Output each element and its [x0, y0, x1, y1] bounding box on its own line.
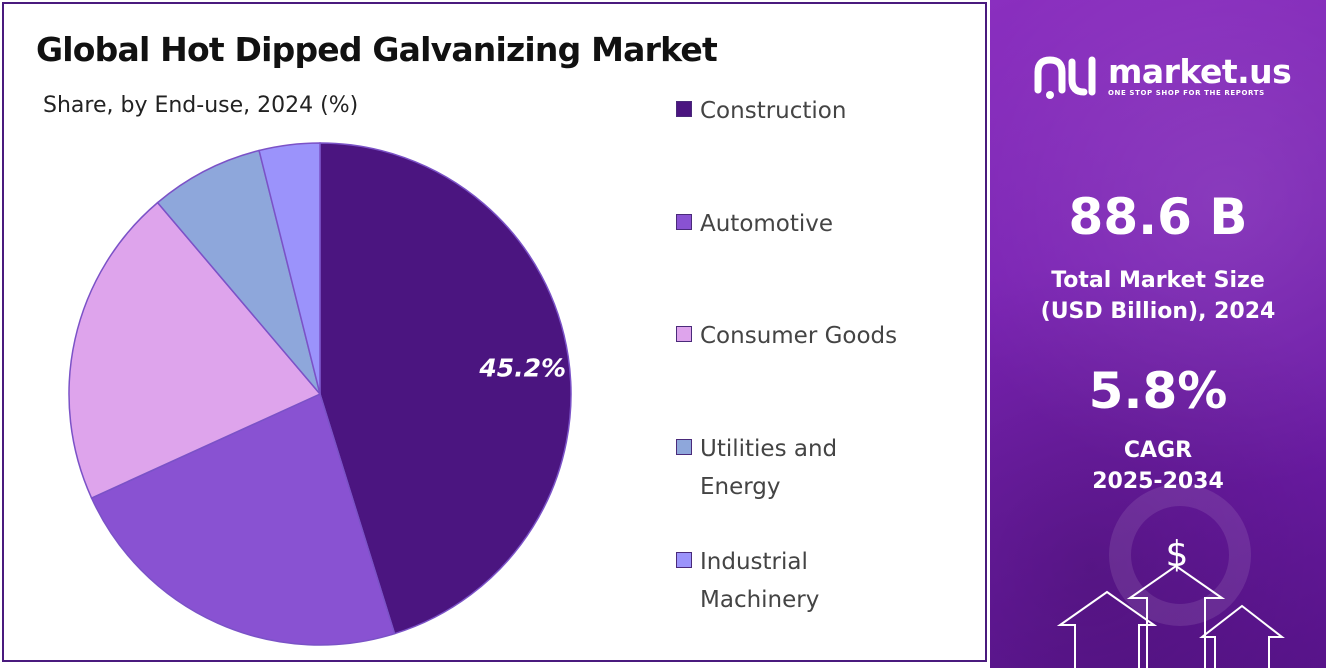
pie-slice-construction [319, 142, 572, 635]
pie-data-labels: 45.2% [478, 353, 566, 382]
brand-tagline: ONE STOP SHOP FOR THE REPORTS [1108, 89, 1265, 97]
pie-chart: 45.2% [68, 142, 572, 646]
legend-label-industrial-machinery: Industrial Machinery [700, 549, 820, 613]
chart-title: Global Hot Dipped Galvanizing Market [36, 30, 718, 69]
brand-logo: market.us ONE STOP SHOP FOR THE REPORTS [1032, 50, 1292, 102]
stats-panel: $ market.us ONE STOP SHOP FOR THE REPORT… [990, 0, 1326, 668]
cagr-label-line1: CAGR [1123, 438, 1193, 463]
brand-logo-text: market.us ONE STOP SHOP FOR THE REPORTS [1108, 52, 1292, 98]
legend-item-consumer-goods: Consumer Goods [676, 317, 940, 355]
legend-label-utilities-and-energy: Utilities and Energy [700, 436, 838, 500]
market-size-label-line2: (USD Billion), 2024 [1040, 299, 1276, 324]
market-size-value: 88.6 B [1068, 188, 1248, 246]
pie-slices [68, 142, 572, 646]
legend-swatch-consumer-goods [676, 326, 692, 342]
legend-label-consumer-goods: Consumer Goods [700, 323, 898, 349]
market-size-label-line1: Total Market Size [1051, 268, 1265, 293]
coin-ring-graphic [1109, 484, 1251, 626]
chart-subtitle: Share, by End-use, 2024 (%) [43, 93, 359, 118]
pie-slice-automotive [90, 392, 396, 646]
cagr-label-line2: 2025-2034 [1092, 469, 1224, 494]
legend-item-utilities-and-energy: Utilities and Energy [676, 430, 870, 506]
legend-swatch-utilities-and-energy [676, 439, 692, 455]
legend-swatch-automotive [676, 214, 692, 230]
dollar-icon: $ [1166, 534, 1189, 575]
data-label-construction: 45.2% [478, 353, 566, 382]
legend-swatch-construction [676, 101, 692, 117]
legend-item-industrial-machinery: Industrial Machinery [676, 543, 850, 619]
market-us-logo-icon [1034, 56, 1096, 99]
brand-name: market.us [1108, 52, 1292, 91]
cagr-value: 5.8% [1088, 362, 1228, 420]
legend-item-automotive: Automotive [676, 205, 940, 243]
stats-panel-background [990, 0, 1326, 668]
legend-label-construction: Construction [700, 98, 847, 124]
pie-slice-industrial-machinery [258, 142, 321, 395]
pie-slice-utilities-and-energy [156, 149, 321, 395]
pie-slice-consumer-goods [68, 201, 322, 500]
legend-swatch-industrial-machinery [676, 552, 692, 568]
legend-item-construction: Construction [676, 92, 940, 130]
arrow-up-icon [1056, 564, 1285, 668]
legend-label-automotive: Automotive [700, 211, 834, 237]
growth-arrows-illustration: $ [1056, 484, 1285, 668]
